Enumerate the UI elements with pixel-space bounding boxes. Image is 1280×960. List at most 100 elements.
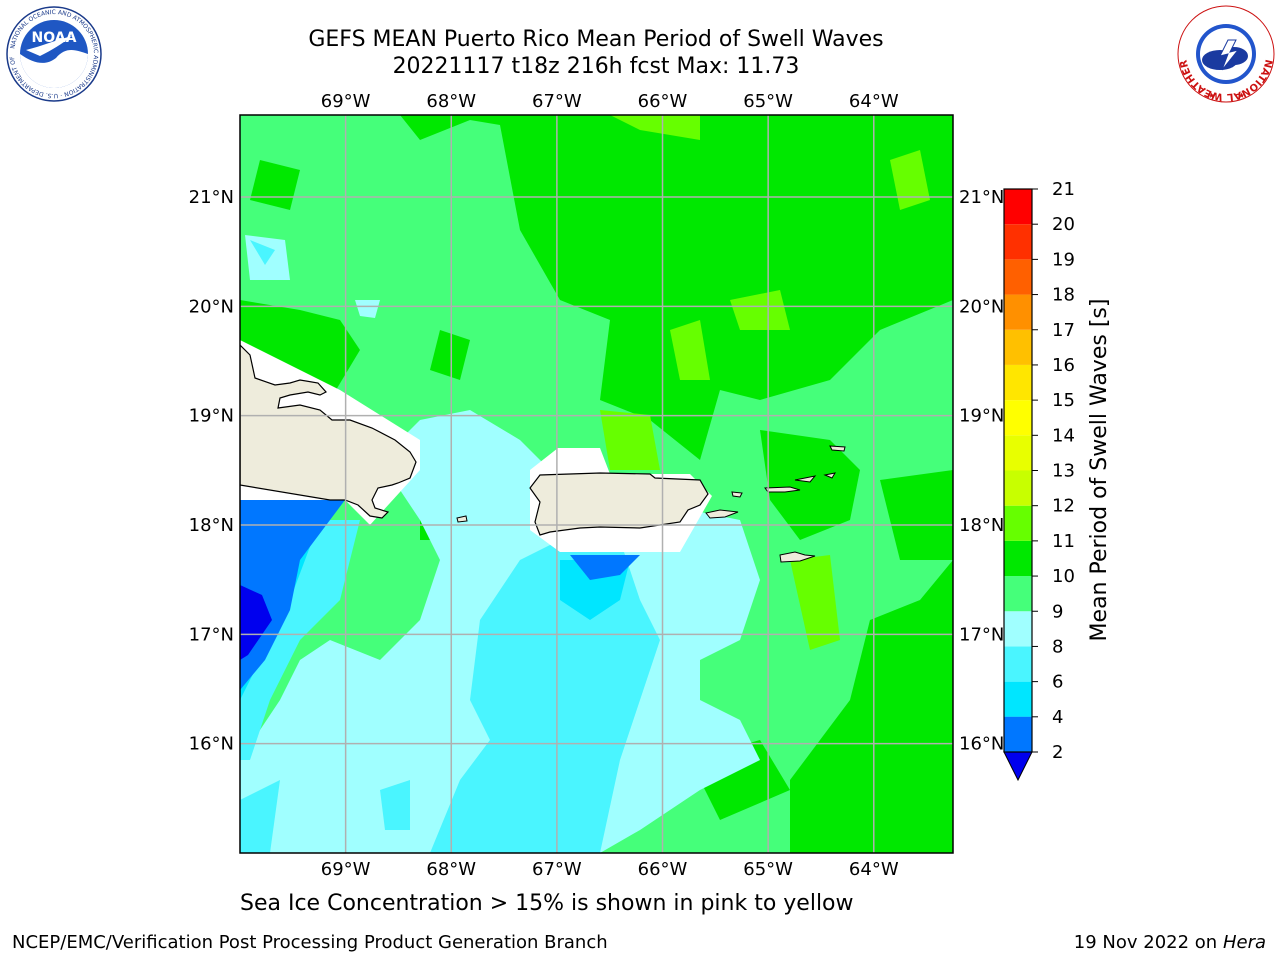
lat-tick-label-left: 18°N <box>189 515 234 536</box>
lat-tick-label-left: 20°N <box>189 296 234 317</box>
colorbar-segment <box>1004 470 1032 506</box>
colorbar-segment <box>1004 505 1032 541</box>
anegada-island <box>829 445 846 452</box>
footer-branch: NCEP/EMC/Verification Post Processing Pr… <box>12 932 608 953</box>
colorbar-tick-label: 8 <box>1052 636 1063 657</box>
colorbar-tick-label: 17 <box>1052 320 1075 341</box>
colorbar-extend-min <box>1003 751 1033 782</box>
lat-tick-label-left: 21°N <box>189 187 234 208</box>
svg-text:★: ★ <box>1208 91 1215 100</box>
map-frame <box>239 114 954 854</box>
colorbar-label: Mean Period of Swell Waves [s] <box>1087 299 1112 642</box>
colorbar-segment <box>1004 329 1032 365</box>
contour-10-11-east <box>760 430 860 540</box>
sea-ice-caption: Sea Ice Concentration > 15% is shown in … <box>240 891 854 916</box>
colorbar-segment <box>1004 294 1032 330</box>
lat-tick-label-right: 17°N <box>959 624 1004 645</box>
colorbar-segment <box>1004 611 1032 647</box>
contour-8-9 <box>355 300 380 318</box>
colorbar-segment <box>1004 224 1032 260</box>
colorbar-segment <box>1004 576 1032 612</box>
vieques-island <box>705 509 739 519</box>
colorbar-tick-label: 19 <box>1052 249 1075 270</box>
colorbar-tick-label: 12 <box>1052 496 1075 517</box>
colorbar-segment <box>1004 646 1032 682</box>
contour-11-12 <box>730 290 790 330</box>
colorbar-segment <box>1004 716 1032 752</box>
lon-tick-label-bottom: 65°W <box>743 859 793 880</box>
colorbar-tick-label: 11 <box>1052 531 1075 552</box>
footer-machine: Hera <box>1222 932 1266 953</box>
colorbar-tick-label: 21 <box>1052 179 1075 200</box>
contour-6-8 <box>380 780 410 830</box>
lon-tick-label-top: 66°W <box>638 91 688 112</box>
map-title: GEFS MEAN Puerto Rico Mean Period of Swe… <box>308 27 884 52</box>
lon-tick-label-top: 67°W <box>532 91 582 112</box>
footer-date: 19 Nov 2022 on Hera <box>1074 932 1266 953</box>
lat-tick-label-right: 20°N <box>959 296 1004 317</box>
colorbar-segment <box>1004 540 1032 577</box>
contour-10-11-east <box>880 470 953 560</box>
hispaniola-land <box>240 344 417 519</box>
contour-2-4 <box>240 500 345 690</box>
lat-tick-label-left: 17°N <box>189 624 234 645</box>
contour-below-2 <box>240 585 272 660</box>
colorbar-segment <box>1004 435 1032 471</box>
contour-6-8 <box>250 240 275 265</box>
lon-tick-label-bottom: 68°W <box>426 859 476 880</box>
colorbar-tick-label: 10 <box>1052 566 1075 587</box>
contour-6-8 <box>430 540 660 853</box>
lon-tick-label-top: 68°W <box>426 91 476 112</box>
axis-tick-labels: 69°W 69°W 68°W 68°W 67°W 67°W 66°W 66°W 65°W 65°W… <box>189 91 1005 880</box>
lon-tick-label-bottom: 67°W <box>532 859 582 880</box>
svg-text:★: ★ <box>1238 91 1245 100</box>
lon-tick-label-top: 64°W <box>849 91 899 112</box>
colorbar-tick-label: 2 <box>1052 742 1063 763</box>
lat-tick-label-left: 19°N <box>189 406 234 427</box>
svg-text:NOAA: NOAA <box>32 30 77 46</box>
mona-island <box>456 515 468 523</box>
map-subtitle: 20221117 t18z 216h fcst Max: 11.73 <box>392 54 800 79</box>
contour-11-12 <box>600 410 660 470</box>
colorbar-tick-label: 9 <box>1052 601 1063 622</box>
contour-11-12 <box>610 115 700 140</box>
colorbar: 21 20 19 18 17 16 15 14 13 12 11 10 9 8 6 4 2 <box>1003 179 1075 782</box>
virgin-islands <box>794 475 817 483</box>
contour-2-4 <box>570 555 640 580</box>
lon-tick-label-bottom: 69°W <box>321 859 371 880</box>
virgin-islands <box>823 472 837 479</box>
contour-11-12 <box>890 150 930 210</box>
lon-tick-label-top: 69°W <box>321 91 371 112</box>
nws-logo: NATIONAL WEATHER SERVICE ★ ★ <box>1176 4 1275 103</box>
culebra-island <box>731 491 743 498</box>
lat-tick-label-left: 16°N <box>189 734 234 755</box>
colorbar-tick-label: 18 <box>1052 285 1075 306</box>
colorbar-tick-label: 15 <box>1052 390 1075 411</box>
contour-11-12 <box>790 555 840 650</box>
colorbar-segment <box>1004 400 1032 436</box>
colorbar-tick-label: 14 <box>1052 425 1075 446</box>
colorbar-segment <box>1004 189 1032 225</box>
colorbar-tick-label: 6 <box>1052 672 1063 693</box>
lat-tick-label-right: 19°N <box>959 406 1004 427</box>
swell-period-field <box>240 115 953 853</box>
footer-date-text: 19 Nov 2022 on <box>1073 932 1218 953</box>
colorbar-segment <box>1004 681 1032 717</box>
lat-tick-label-right: 21°N <box>959 187 1004 208</box>
lon-tick-label-top: 65°W <box>743 91 793 112</box>
noaa-logo: NATIONAL OCEANIC AND ATMOSPHERIC ADMINIS… <box>6 6 102 102</box>
graticule <box>240 115 953 853</box>
contour-6-8 <box>240 780 280 853</box>
colorbar-tick-label: 20 <box>1052 214 1075 235</box>
colorbar-tick-label: 13 <box>1052 461 1075 482</box>
lat-tick-label-right: 18°N <box>959 515 1004 536</box>
colorbar-segment <box>1004 259 1032 295</box>
lat-tick-label-right: 16°N <box>959 734 1004 755</box>
lon-tick-label-bottom: 64°W <box>849 859 899 880</box>
colorbar-tick-label: 4 <box>1052 707 1063 728</box>
lon-tick-label-bottom: 66°W <box>638 859 688 880</box>
contour-10-11-central <box>430 330 470 380</box>
colorbar-segment <box>1004 364 1032 401</box>
colorbar-tick-label: 16 <box>1052 355 1075 376</box>
